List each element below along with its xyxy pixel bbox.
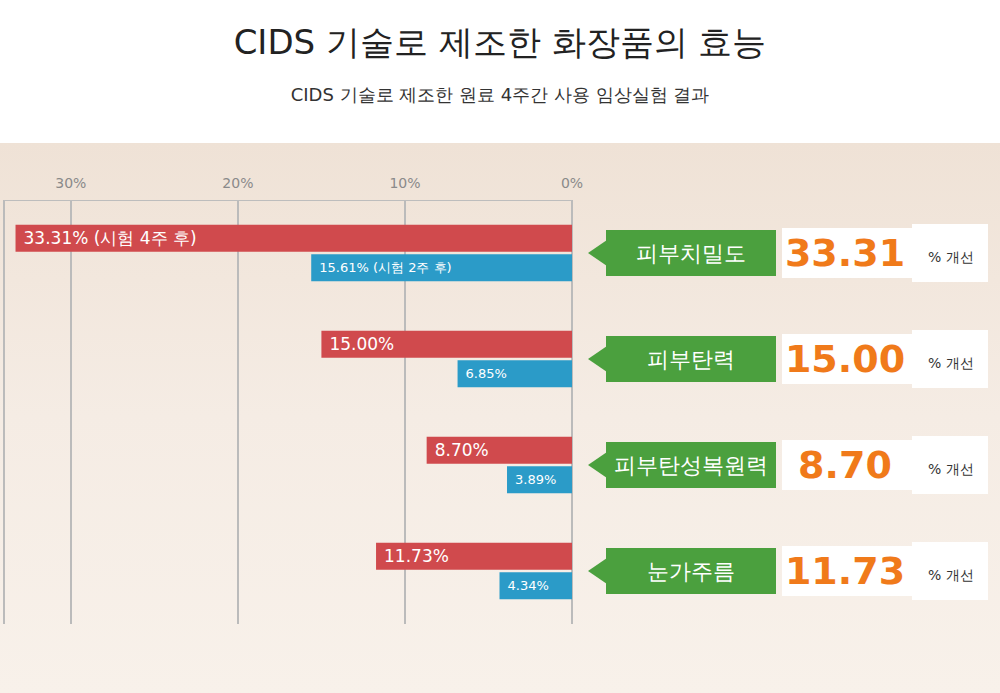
svg-text:30%: 30% xyxy=(55,175,86,191)
svg-text:20%: 20% xyxy=(222,175,253,191)
svg-text:피부치밀도: 피부치밀도 xyxy=(636,241,746,266)
svg-text:15.00: 15.00 xyxy=(785,337,905,381)
svg-text:10%: 10% xyxy=(389,175,420,191)
svg-text:0%: 0% xyxy=(561,175,583,191)
svg-text:% 개선: % 개선 xyxy=(928,461,974,477)
svg-text:33.31% (시험 4주 후): 33.31% (시험 4주 후) xyxy=(24,228,197,248)
svg-text:CIDS 기술로 제조한 원료 4주간 사용 임상실험 결과: CIDS 기술로 제조한 원료 4주간 사용 임상실험 결과 xyxy=(291,84,710,105)
svg-text:눈가주름: 눈가주름 xyxy=(647,559,735,584)
svg-text:15.00%: 15.00% xyxy=(329,334,394,354)
svg-text:4.34%: 4.34% xyxy=(507,578,548,593)
svg-text:8.70: 8.70 xyxy=(798,443,892,487)
svg-text:피부탄성복원력: 피부탄성복원력 xyxy=(614,453,768,478)
svg-text:11.73%: 11.73% xyxy=(384,546,449,566)
svg-text:11.73: 11.73 xyxy=(785,549,905,593)
svg-text:% 개선: % 개선 xyxy=(928,567,974,583)
svg-text:8.70%: 8.70% xyxy=(435,440,489,460)
svg-text:15.61% (시험 2주 후): 15.61% (시험 2주 후) xyxy=(319,260,451,275)
svg-text:% 개선: % 개선 xyxy=(928,249,974,265)
svg-text:피부탄력: 피부탄력 xyxy=(647,347,735,372)
svg-text:% 개선: % 개선 xyxy=(928,355,974,371)
svg-text:CIDS 기술로 제조한 화장품의 효능: CIDS 기술로 제조한 화장품의 효능 xyxy=(234,22,767,62)
svg-text:6.85%: 6.85% xyxy=(466,366,507,381)
svg-text:33.31: 33.31 xyxy=(785,231,905,275)
svg-text:3.89%: 3.89% xyxy=(515,472,556,487)
